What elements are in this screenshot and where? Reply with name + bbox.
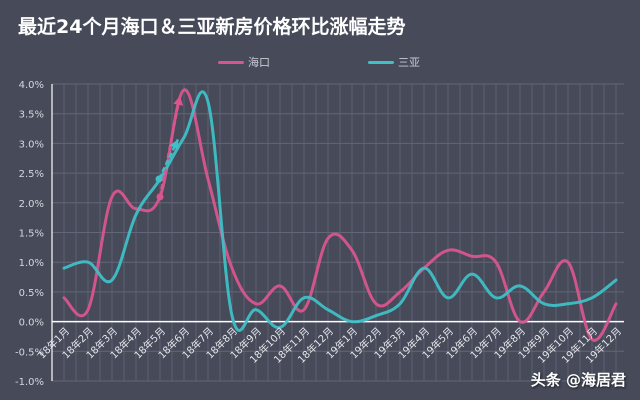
y-tick-label: -0.5% (15, 347, 44, 358)
y-tick-label: 3.5% (19, 110, 44, 121)
y-tick-label: 0.0% (19, 318, 44, 329)
legend-swatch-sanya (368, 60, 394, 64)
y-tick-label: 2.0% (19, 199, 44, 210)
y-tick-label: 4.0% (19, 80, 44, 91)
y-tick-label: 2.5% (19, 169, 44, 180)
legend: 海口 三亚 (0, 54, 640, 70)
y-tick-label: 1.5% (19, 229, 44, 240)
arrowhead-icon (173, 95, 184, 106)
legend-item-sanya[interactable]: 三亚 (368, 54, 420, 70)
legend-swatch-haikou (218, 60, 244, 64)
y-tick-label: 1.0% (19, 258, 44, 269)
annotation-start-marker (155, 175, 163, 183)
legend-item-haikou[interactable]: 海口 (218, 54, 270, 70)
y-tick-label: 3.0% (19, 139, 44, 150)
annotation-start-marker (156, 193, 164, 201)
legend-label-sanya: 三亚 (398, 56, 420, 69)
y-tick-label: 0.5% (19, 288, 44, 299)
series-line-haikou (62, 88, 618, 342)
watermark: 头条 @海居君 (530, 371, 626, 389)
arrowhead-icon (169, 139, 179, 150)
chart-title: 最近24个月海口＆三亚新房价格环比涨幅走势 (18, 16, 406, 38)
y-tick-label: -1.0% (15, 377, 44, 388)
annotation-dashed-arrow (158, 95, 182, 198)
legend-label-haikou: 海口 (248, 56, 270, 69)
